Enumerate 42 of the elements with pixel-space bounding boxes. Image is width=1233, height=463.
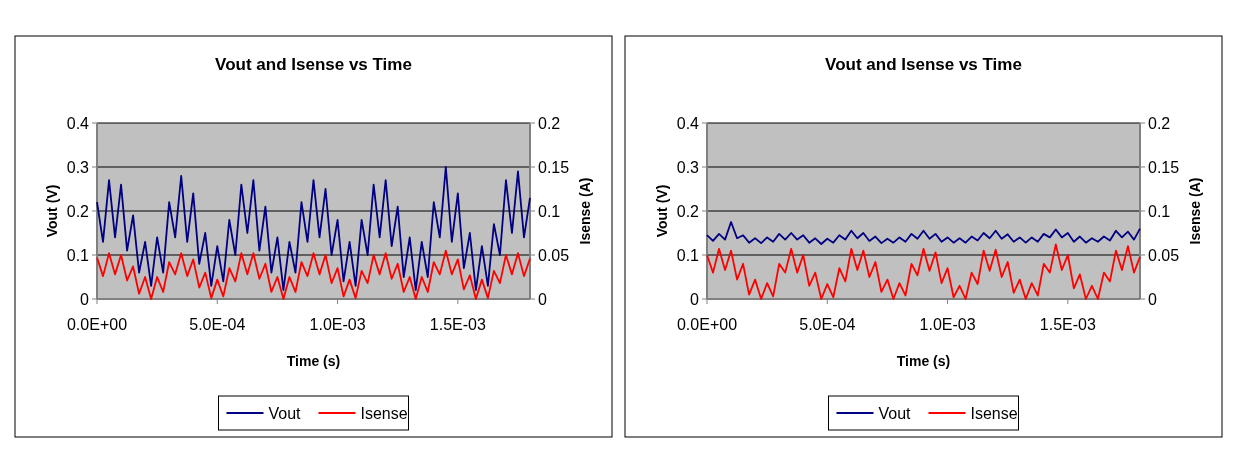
y-axis-title: Vout (V): [44, 184, 60, 238]
y-tick-label: 0.4: [66, 115, 90, 132]
chart-title: Vout and Isense vs Time: [825, 55, 1022, 74]
y2-tick-label: 0: [1148, 291, 1157, 308]
y2-tick-label: 0.1: [538, 203, 561, 220]
y-tick-label: 0.1: [676, 247, 700, 264]
y-tick-label: 0.4: [676, 115, 700, 132]
x-axis-title: Time (s): [896, 353, 951, 369]
y2-tick-label: 0.2: [1148, 115, 1171, 132]
legend-label: Isense: [970, 405, 1018, 422]
y2-axis-title: Isense (A): [577, 177, 593, 245]
chart-title: Vout and Isense vs Time: [215, 55, 412, 74]
y2-tick-label: 0.05: [1148, 247, 1180, 264]
y-tick-label: 0.2: [676, 203, 700, 220]
y2-tick-label: 0.15: [538, 159, 570, 176]
y2-tick-label: 0.15: [1148, 159, 1180, 176]
y2-tick-label: 0: [538, 291, 547, 308]
line-series: [96, 166, 531, 292]
legend-label: Vout: [268, 405, 302, 422]
y-tick-label: 0: [80, 291, 90, 308]
x-tick-label: 1.5E-03: [1039, 316, 1096, 333]
x-axis-title: Time (s): [286, 353, 341, 369]
x-tick-label: 1.5E-03: [429, 316, 486, 333]
y-tick-label: 0.3: [676, 159, 700, 176]
y-axis-title: Vout (V): [654, 184, 670, 238]
line-series: [706, 221, 1141, 245]
legend-label: Isense: [360, 405, 408, 422]
y-tick-label: 0: [690, 291, 700, 308]
x-tick-label: 0.0E+00: [66, 316, 128, 333]
x-tick-label: 1.0E-03: [919, 316, 976, 333]
legend-label: Vout: [878, 405, 912, 422]
y2-axis-title: Isense (A): [1187, 177, 1203, 245]
y-tick-label: 0.1: [66, 247, 90, 264]
x-tick-label: 5.0E-04: [189, 316, 246, 333]
x-tick-label: 1.0E-03: [309, 316, 366, 333]
y2-tick-label: 0.1: [1148, 203, 1171, 220]
y2-tick-label: 0.2: [538, 115, 561, 132]
y-tick-label: 0.3: [66, 159, 90, 176]
x-tick-label: 0.0E+00: [676, 316, 738, 333]
y2-tick-label: 0.05: [538, 247, 570, 264]
x-tick-label: 5.0E-04: [799, 316, 856, 333]
y-tick-label: 0.2: [66, 203, 90, 220]
